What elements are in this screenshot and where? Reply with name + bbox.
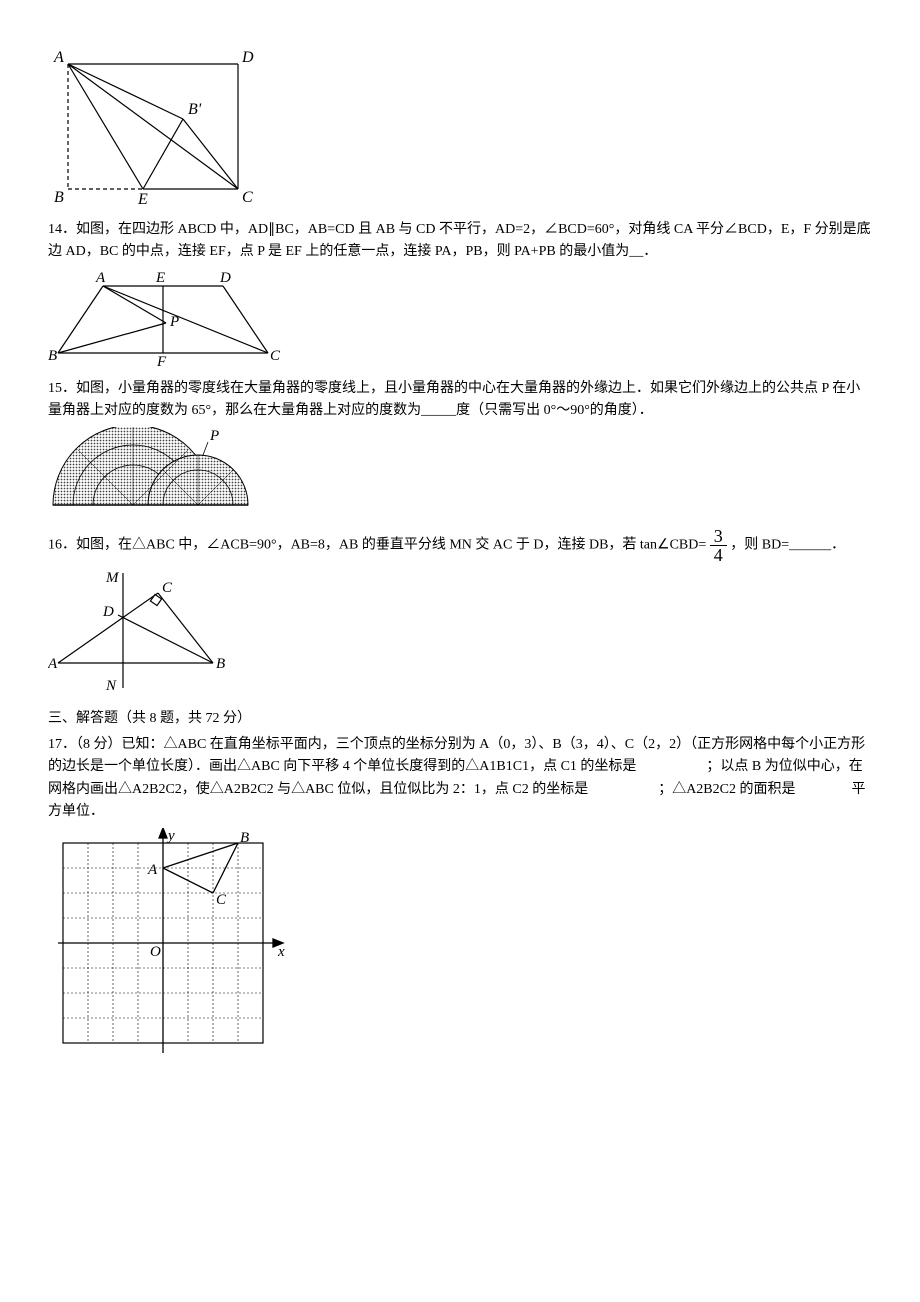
- fig16-label-C: C: [162, 580, 173, 596]
- q14-text: 14．如图，在四边形 ABCD 中，AD∥BC，AB=CD 且 AB 与 CD …: [48, 219, 872, 264]
- fig13-label-D: D: [241, 49, 254, 66]
- question-16: 16．如图，在△ABC 中，∠ACB=90°，AB=8，AB 的垂直平分线 MN…: [48, 527, 872, 698]
- fig16-label-A: A: [48, 656, 58, 672]
- fig14-label-D: D: [219, 270, 231, 286]
- fig14-label-B: B: [48, 348, 57, 364]
- fig17-label-C: C: [216, 892, 227, 908]
- q17-text: 17．（8 分）已知：△ABC 在直角坐标平面内，三个顶点的坐标分别为 A（0，…: [48, 734, 872, 824]
- fig16-label-D: D: [102, 604, 114, 620]
- fig13-label-A: A: [53, 49, 64, 66]
- question-17: 17．（8 分）已知：△ABC 在直角坐标平面内，三个顶点的坐标分别为 A（0，…: [48, 734, 872, 1063]
- fig17-label-O: O: [150, 944, 161, 960]
- fig17-label-y: y: [166, 828, 175, 844]
- fig14-label-E: E: [155, 270, 165, 286]
- section-3-header: 三、解答题（共 8 题，共 72 分）: [48, 708, 872, 730]
- fig13-label-B: B: [54, 189, 64, 206]
- fig16-label-M: M: [105, 570, 120, 586]
- fig16-label-N: N: [105, 678, 117, 694]
- q16-frac-num: 3: [710, 527, 727, 546]
- question-15: 15．如图，小量角器的零度线在大量角器的零度线上，且小量角器的中心在大量角器的外…: [48, 378, 872, 517]
- q16-text-before: 16．如图，在△ABC 中，∠ACB=90°，AB=8，AB 的垂直平分线 MN…: [48, 537, 710, 552]
- fig17-label-x: x: [277, 944, 285, 960]
- fig15-svg: P: [48, 427, 258, 517]
- fig13-label-Bp: B': [188, 101, 202, 118]
- fig17-label-A: A: [147, 862, 158, 878]
- q16-text: 16．如图，在△ABC 中，∠ACB=90°，AB=8，AB 的垂直平分线 MN…: [48, 527, 872, 564]
- fig15-label-P: P: [209, 428, 219, 444]
- fig17-svg: y x O A B C: [48, 828, 293, 1063]
- fig14-label-A: A: [95, 270, 106, 286]
- question-14: 14．如图，在四边形 ABCD 中，AD∥BC，AB=CD 且 AB 与 CD …: [48, 219, 872, 368]
- fig13-svg: A D C B E B': [48, 44, 258, 209]
- q15-text: 15．如图，小量角器的零度线在大量角器的零度线上，且小量角器的中心在大量角器的外…: [48, 378, 872, 423]
- fig14-label-F: F: [156, 354, 167, 368]
- fig13-label-E: E: [137, 191, 148, 208]
- fig14-svg: A E D B F C P: [48, 268, 283, 368]
- q16-frac-den: 4: [710, 546, 727, 564]
- q16-text-after: ，则 BD=______．: [730, 537, 845, 552]
- fig16-label-B: B: [216, 656, 225, 672]
- q16-fraction: 3 4: [710, 527, 727, 564]
- fig13-label-C: C: [242, 189, 253, 206]
- figure-13: A D C B E B': [48, 44, 872, 209]
- fig14-label-C: C: [270, 348, 281, 364]
- fig14-label-P: P: [169, 314, 179, 330]
- fig17-label-B: B: [240, 830, 249, 846]
- fig16-svg: M C D A B N: [48, 568, 233, 698]
